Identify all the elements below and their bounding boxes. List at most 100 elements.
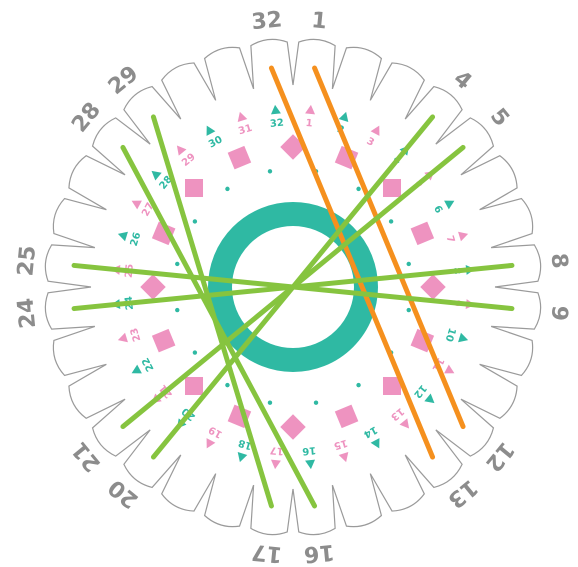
slot-marker-icon — [237, 452, 248, 463]
disk-slot — [331, 473, 383, 528]
disk-slot — [369, 454, 425, 512]
slot-marker-icon — [338, 452, 349, 463]
pink-marker — [280, 414, 306, 440]
disk-slot — [331, 46, 383, 101]
slot-marker-icon — [237, 111, 248, 122]
slot-marker-icon — [458, 231, 469, 242]
slot-marker-icon — [458, 332, 469, 343]
teal-dot — [356, 186, 361, 192]
orange-thread — [268, 65, 436, 460]
teal-dot — [406, 307, 411, 313]
disk-slot — [203, 473, 255, 528]
disk-slot — [250, 38, 294, 89]
disk-slot — [203, 46, 255, 101]
inner-slot-number: 6 — [431, 204, 444, 215]
pink-marker — [140, 274, 166, 300]
inner-slot-number: 19 — [207, 423, 224, 439]
inner-slot-number: 1 — [305, 118, 313, 130]
teal-dot — [225, 186, 230, 192]
disk-slot — [491, 286, 542, 330]
disk-slot — [460, 363, 518, 419]
inner-slot-number: 16 — [302, 444, 317, 456]
green-thread — [71, 262, 515, 312]
pink-marker — [420, 274, 446, 300]
slot-marker-icon — [370, 125, 380, 136]
green-thread — [150, 114, 274, 509]
outer-slot-number: 4 — [449, 66, 477, 95]
teal-dot — [406, 261, 411, 267]
slot-marker-icon — [444, 364, 455, 374]
inner-slot-number: 26 — [129, 231, 144, 248]
disk-slot — [491, 244, 542, 288]
slot-marker-icon — [305, 459, 316, 470]
disk-slot — [292, 485, 336, 536]
disk-slot — [68, 363, 126, 419]
outer-slot-number: 24 — [13, 297, 41, 330]
slot-marker-icon — [117, 231, 128, 242]
outer-slot-number: 25 — [13, 244, 41, 277]
pink-marker — [151, 328, 176, 353]
disk-slot — [44, 244, 95, 288]
teal-dot — [192, 219, 198, 224]
slot-marker-icon — [206, 125, 216, 136]
pink-marker — [334, 404, 359, 429]
pink-marker — [382, 376, 401, 395]
pink-marker — [382, 179, 401, 198]
outer-slot-number: 16 — [303, 539, 336, 567]
inner-slot-number: 14 — [362, 424, 379, 440]
teal-dot — [192, 350, 198, 355]
slot-marker-icon — [370, 438, 380, 449]
disk-slot — [250, 485, 294, 536]
slot-marker-icon — [131, 364, 142, 374]
inner-slot-number: 13 — [388, 405, 406, 422]
slot-marker-icon — [151, 170, 162, 181]
slot-marker-icon — [131, 200, 142, 210]
slot-marker-icon — [176, 145, 187, 156]
threads — [71, 65, 515, 509]
inner-slot-number: 12 — [411, 382, 428, 400]
outer-slot-number: 1 — [310, 8, 328, 34]
teal-dot — [175, 261, 180, 267]
inner-slot-number: 15 — [332, 437, 349, 452]
disk-slot — [161, 62, 217, 120]
outer-slot-number: 9 — [546, 304, 572, 322]
pink-marker — [185, 376, 204, 395]
disk-slot — [161, 454, 217, 512]
inner-slot-number: 30 — [207, 134, 224, 150]
inner-slot-number: 3 — [365, 136, 376, 149]
outer-slot-number: 8 — [546, 252, 572, 270]
teal-dot — [267, 400, 273, 405]
disk-slot — [44, 286, 95, 330]
disk-slot — [68, 155, 126, 211]
teal-dot — [175, 307, 180, 313]
slot-marker-icon — [117, 332, 128, 343]
teal-dot — [356, 382, 361, 388]
slot-marker-icon — [444, 200, 455, 210]
disk-slot — [292, 38, 336, 89]
slot-marker-icon — [399, 418, 410, 429]
disk-slot — [460, 155, 518, 211]
inner-slot-number: 10 — [443, 326, 458, 343]
teal-dot — [267, 169, 273, 174]
teal-dot — [225, 382, 230, 388]
inner-slot-number: 23 — [129, 326, 144, 343]
outer-slot-number: 5 — [485, 104, 514, 132]
pink-marker — [185, 179, 204, 198]
slot-marker-icon — [338, 111, 349, 122]
slot-marker-icon — [424, 393, 435, 404]
outer-slot-number: 17 — [250, 539, 283, 567]
slot-marker-icon — [270, 104, 281, 115]
inner-slot-number: 29 — [180, 152, 198, 169]
disk-slot — [52, 325, 107, 377]
teal-dot — [313, 400, 319, 405]
orange-thread — [312, 65, 466, 430]
slot-marker-icon — [206, 438, 216, 449]
inner-slot-number: 31 — [237, 123, 254, 138]
disk-slot — [52, 197, 107, 249]
disk-slot — [479, 197, 534, 249]
center-hole — [208, 202, 378, 372]
pink-marker — [410, 221, 435, 246]
inner-slot-number: 22 — [140, 356, 156, 373]
teal-dot — [388, 219, 394, 224]
